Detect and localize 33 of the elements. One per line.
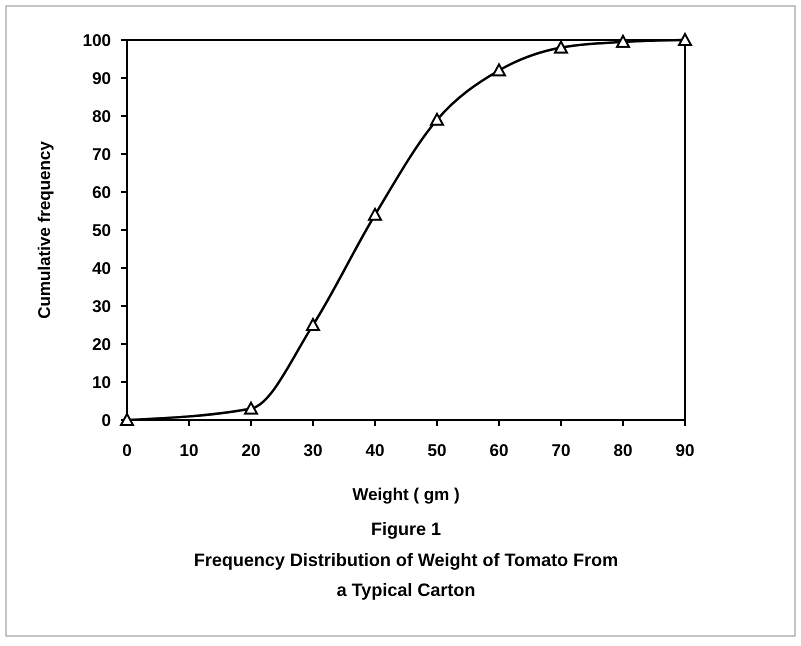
y-axis-title: Cumulative frequency bbox=[35, 140, 54, 319]
y-tick-label: 50 bbox=[92, 220, 111, 240]
point bbox=[244, 402, 258, 415]
x-tick-label: 60 bbox=[490, 441, 508, 460]
y-tick-label: 80 bbox=[92, 106, 111, 126]
y-tick-label: 20 bbox=[92, 334, 111, 354]
point bbox=[616, 34, 630, 48]
x-tick-label: 20 bbox=[242, 441, 260, 460]
point bbox=[554, 40, 568, 54]
point bbox=[492, 63, 506, 76]
x-tick-label: 10 bbox=[180, 441, 198, 460]
x-axis-title: Weight ( gm ) bbox=[352, 485, 460, 504]
point bbox=[430, 112, 444, 126]
x-tick-label: 0 bbox=[122, 441, 132, 460]
y-tick-label: 90 bbox=[92, 68, 111, 88]
y-tick-label: 70 bbox=[92, 144, 111, 164]
y-tick-label: 30 bbox=[92, 296, 111, 316]
x-tick-label: 30 bbox=[304, 441, 322, 460]
point bbox=[306, 318, 320, 331]
x-tick-label: 50 bbox=[428, 441, 446, 460]
y-tick-label: 10 bbox=[92, 372, 111, 392]
x-tick-label: 90 bbox=[676, 441, 694, 460]
y-tick-label: 60 bbox=[92, 182, 111, 202]
x-tick-label: 80 bbox=[614, 441, 632, 460]
x-tick-label: 70 bbox=[552, 441, 570, 460]
text: Figure 1 bbox=[370, 519, 442, 539]
y-tick-label: 40 bbox=[92, 258, 111, 278]
point bbox=[678, 33, 692, 46]
text: Frequency Distribution of Weight of Tomato From a Typical Carton bbox=[194, 550, 618, 600]
y-tick-label: 0 bbox=[102, 410, 111, 430]
point bbox=[368, 208, 382, 221]
y-tick-label: 100 bbox=[82, 30, 111, 50]
x-tick-label: 40 bbox=[366, 441, 384, 460]
